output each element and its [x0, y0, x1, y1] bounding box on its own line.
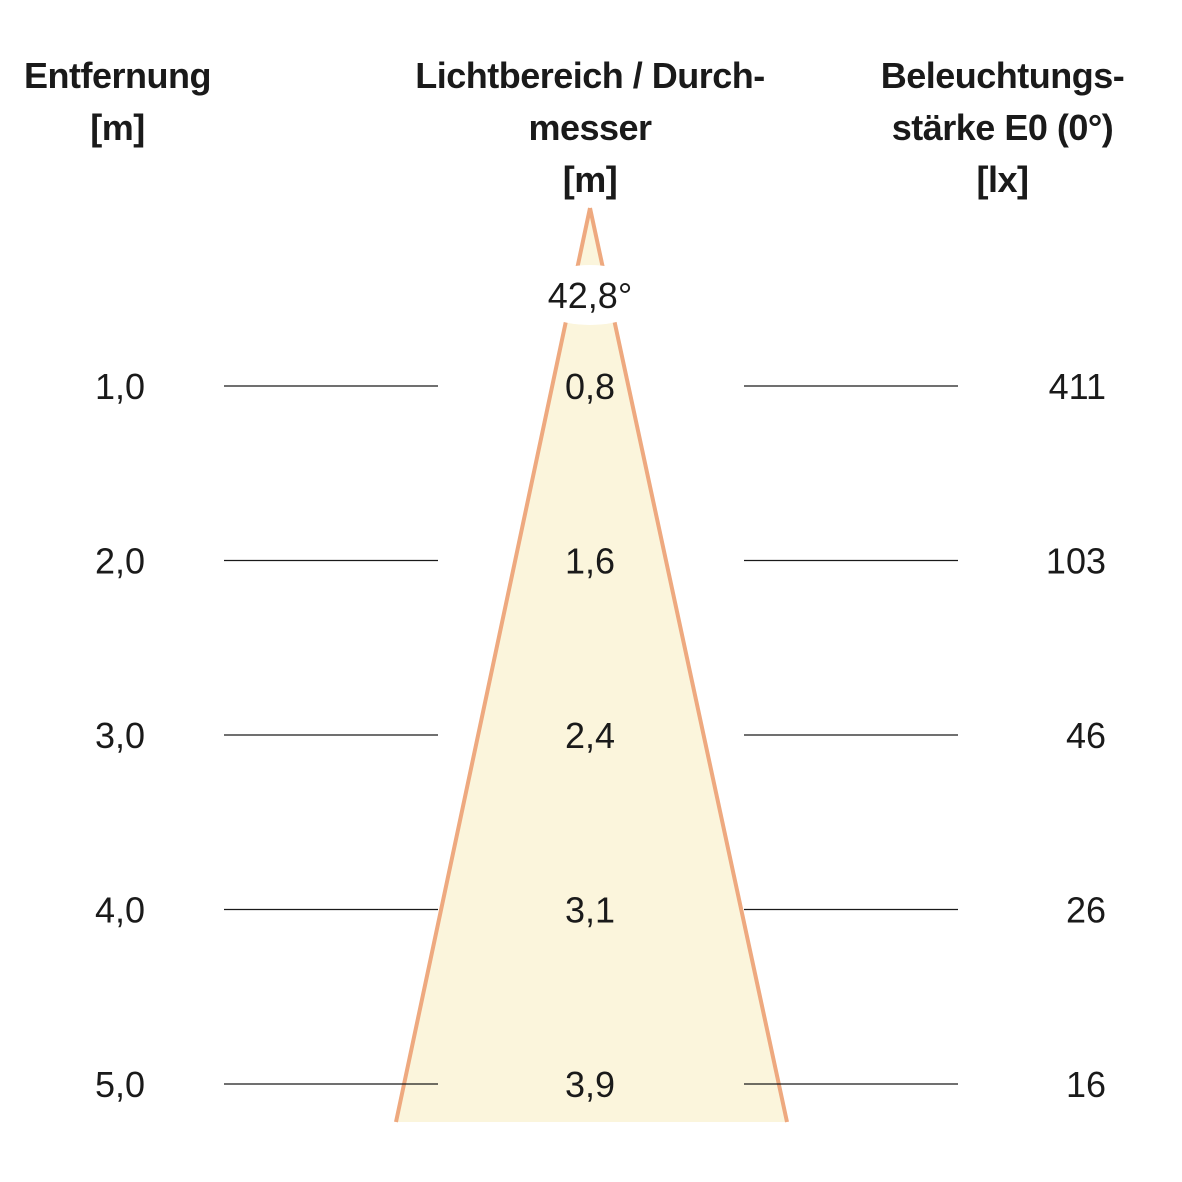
- diameter-value: 2,4: [565, 715, 615, 756]
- beam-edge-right: [588, 207, 789, 1123]
- header-illuminance-title-1: Beleuchtungs-: [880, 55, 1125, 96]
- diameter-value: 0,8: [565, 366, 615, 407]
- distance-value: 3,0: [95, 715, 145, 756]
- illuminance-value: 46: [1066, 715, 1106, 756]
- beam-angle-badge: [530, 265, 650, 325]
- illuminance-value: 26: [1066, 890, 1106, 931]
- header-diameter-title-1: Lichtbereich / Durch-: [415, 55, 765, 96]
- header-illuminance: Beleuchtungs- stärke E0 (0°) [lx]: [870, 50, 1135, 206]
- diameter-value: 3,9: [565, 1064, 615, 1105]
- diameter-value: 3,1: [565, 890, 615, 931]
- beam-edge-left: [394, 207, 592, 1123]
- header-diameter: Lichtbereich / Durch- messer [m]: [400, 50, 780, 206]
- beam-angle-label: 42,8°: [548, 275, 632, 316]
- header-diameter-title-2: messer: [528, 107, 652, 148]
- illuminance-value: 103: [1046, 541, 1106, 582]
- distance-value: 5,0: [95, 1064, 145, 1105]
- rows-group: 1,0 0,8 411 2,0 1,6 103 3,0 2,4 46 4,0 3,1 26 5,0 3,9…: [95, 366, 1106, 1105]
- header-illuminance-title-2: stärke E0 (0°): [891, 107, 1114, 148]
- distance-value: 4,0: [95, 890, 145, 931]
- header-distance: Entfernung [m]: [15, 50, 220, 154]
- beam-fill: [396, 208, 787, 1122]
- distance-value: 1,0: [95, 366, 145, 407]
- illuminance-value: 16: [1066, 1064, 1106, 1105]
- diameter-value: 1,6: [565, 541, 615, 582]
- illuminance-value: 411: [1049, 366, 1106, 407]
- header-illuminance-unit: [lx]: [976, 159, 1030, 200]
- header-distance-title: Entfernung: [24, 55, 211, 96]
- distance-value: 2,0: [95, 541, 145, 582]
- header-distance-unit: [m]: [90, 107, 145, 148]
- header-diameter-unit: [m]: [562, 159, 618, 200]
